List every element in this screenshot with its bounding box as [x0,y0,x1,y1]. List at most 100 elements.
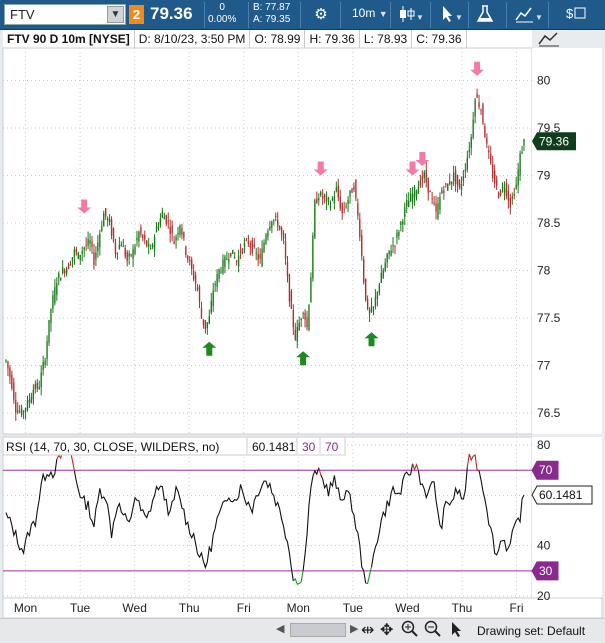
flask-icon-svg [476,5,494,22]
scroll-left-icon[interactable]: ◀ [276,623,285,635]
interval-selector[interactable]: 10m ▼ [352,6,388,20]
pointer-icon[interactable] [449,620,465,643]
candle-body [198,286,201,302]
candle-body [40,372,42,388]
cursor-icon[interactable]: ▼ [436,4,464,26]
zoom-in-icon[interactable] [401,620,419,643]
time-scrollbar[interactable] [290,623,346,637]
candle-body [361,235,363,256]
candle-body [58,273,60,279]
chevron-down-icon[interactable]: ▼ [107,6,124,23]
last-price-label: 79.36 [532,132,576,151]
pan-expand-icon[interactable]: ⇹ [361,622,375,639]
flask-icon[interactable] [474,4,502,26]
drawing-set-label[interactable]: Drawing set: Default [477,624,586,638]
candle-body [271,221,273,228]
candle-body [439,196,441,210]
candle-body [167,220,169,222]
svg-text:$: $ [566,6,574,21]
candle-body [73,249,76,257]
candle-body [507,190,510,201]
candle-body [99,233,101,248]
candle-body [456,174,459,186]
candle-body [298,322,300,331]
zoom-out-icon[interactable] [424,620,442,643]
rsi-line-segment [466,453,480,472]
candle-body [196,287,199,290]
candle-body [273,219,275,221]
candle-body [79,254,81,260]
candle-body [335,187,338,192]
candle-body [372,306,375,308]
candle-body [81,251,83,254]
candle-body [249,243,252,248]
candle-body [56,283,58,295]
candle-body [11,374,13,389]
candle-body [112,228,115,242]
last-price: 79.36 [150,4,193,23]
candle-body [392,245,394,247]
price-tick-label: 77 [537,359,551,373]
dollar-icon[interactable]: $ [562,4,592,26]
candle-body [30,396,33,403]
candle-body [515,184,517,188]
candle-body [486,137,488,144]
candle-body [521,152,523,154]
sell-arrow-icon [405,161,420,176]
candle-body [394,245,396,247]
candle-body [28,399,31,403]
candle-body [464,169,467,172]
candle-body [497,192,500,199]
candle-body [277,219,279,227]
candlestick-icon[interactable]: ▼ [396,4,424,26]
candle-body [425,169,427,183]
high-value: H: 79.36 [305,30,360,48]
candle-body [24,408,27,412]
candle-body [413,186,416,199]
bid-value: B: 77.87 [253,2,291,13]
svg-text:▼: ▼ [416,13,423,22]
rsi-value-label-text: 60.1481 [539,488,583,502]
candle-body [144,235,146,240]
price-tick-label: 78 [537,264,551,278]
candle-body [108,219,111,223]
time-tick-label: Thu [452,601,473,615]
candle-body [230,252,232,257]
drawings-icon[interactable]: ▼ [512,4,544,26]
link-group-badge[interactable]: 2 [129,5,144,24]
price-axis-bg [532,48,602,434]
scroll-right-icon[interactable]: ▶ [350,623,359,635]
toolbar-divider [548,2,549,28]
toolbar-divider [248,2,249,28]
symbol-input[interactable]: FTV ▼ [4,4,126,25]
candle-body [368,309,371,314]
rsi-line-segment [292,570,304,585]
candle-body [95,252,97,260]
candle-body [284,241,287,259]
candle-body [304,312,306,320]
candle-body [208,316,210,324]
candle-body [376,292,379,299]
candle-body [148,244,150,247]
time-tick-label: Mon [287,601,310,615]
rsi-line-segment [412,463,419,472]
candle-body [253,244,255,247]
candle-body [308,304,310,330]
chart-style-icon[interactable] [535,30,565,48]
change-value: 0 [219,2,225,13]
candle-body [26,399,29,410]
settings-gear-icon[interactable]: ⚙ [314,6,328,23]
candle-body [187,255,189,260]
candle-body [406,200,408,207]
candle-body [15,400,17,413]
candle-body [202,319,205,325]
candle-body [278,225,281,230]
candle-body [71,257,74,262]
candle-body [175,236,177,241]
candle-body [116,252,119,254]
candle-body [255,252,257,254]
candle-body [38,387,40,389]
crosshair-icon[interactable]: ✥ [380,622,394,639]
candle-body [93,252,95,266]
